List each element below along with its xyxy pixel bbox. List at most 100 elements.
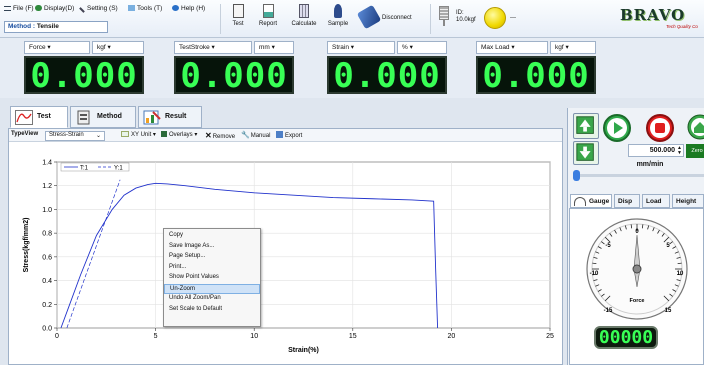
readout-unit-select[interactable]: kgf ▾ <box>550 41 596 54</box>
speed-slider[interactable] <box>575 174 704 177</box>
load-cell-icon <box>436 6 452 28</box>
menu-display[interactable]: Display(D) <box>35 5 74 12</box>
ctx-copy[interactable]: Copy <box>169 232 184 238</box>
readout-value: 0.000 <box>24 56 144 94</box>
brand-logo: BRAVO Tech Quality Co <box>620 6 698 29</box>
xy-unit-icon <box>121 131 129 137</box>
overlays-button[interactable]: Overlays ▾ <box>161 131 197 138</box>
gauge-tick <box>652 227 655 232</box>
ctx-show-point-values[interactable]: Show Point Values <box>169 274 219 280</box>
zero-button[interactable]: Zero <box>686 144 704 158</box>
gauge-label: Force <box>630 298 645 304</box>
tab-disp[interactable]: Disp <box>614 194 640 208</box>
tab-load[interactable]: Load <box>642 194 670 208</box>
speed-slider-thumb[interactable] <box>573 170 580 181</box>
down-button[interactable] <box>573 141 599 165</box>
gauge-tick <box>624 225 627 230</box>
remove-button[interactable]: ✕Remove <box>205 131 236 140</box>
export-icon <box>276 131 283 138</box>
home-button[interactable] <box>686 113 704 141</box>
tab-method[interactable]: Method <box>70 106 136 128</box>
sample-button[interactable]: Sample <box>324 2 352 36</box>
x-axis-label: Strain(%) <box>288 347 319 354</box>
stress-strain-chart[interactable]: 0 5 10 15 20 25 0.0 0.2 0.4 0.6 0.8 1.0 1.2 1.4 Strain… <box>20 150 560 360</box>
method-field[interactable]: Method : Tensile <box>4 21 108 33</box>
start-button[interactable] <box>602 113 632 143</box>
gauge-tick <box>677 262 682 265</box>
typeview-select[interactable]: Stress-Strain ⌄ <box>45 130 105 141</box>
stroke-readout: TestStroke ▾ mm ▾ 0.000 <box>174 41 294 97</box>
tab-height[interactable]: Height <box>672 194 704 208</box>
gauge-tick <box>614 229 617 234</box>
gauge-tick <box>604 295 611 302</box>
report-button[interactable]: Report <box>254 2 282 36</box>
ctx-page-setup[interactable]: Page Setup... <box>169 253 206 259</box>
chart-toolbar: TypeView Stress-Strain ⌄ XY Unit ▾ Overl… <box>9 129 562 142</box>
readout-name-select[interactable]: TestStroke ▾ <box>174 41 252 54</box>
ctx-un-zoom[interactable]: Un-Zoom <box>164 283 260 294</box>
readout-name-select[interactable]: Strain ▾ <box>327 41 395 54</box>
clipboard-icon <box>232 4 244 18</box>
tools-icon <box>128 5 135 11</box>
speed-input[interactable]: 500.000 ▲ ▼ <box>628 144 684 157</box>
readout-unit-select[interactable]: % ▾ <box>397 41 447 54</box>
gauge-tick <box>601 293 605 297</box>
manual-button[interactable]: 🔧Manual <box>241 132 271 139</box>
gauge-tick <box>663 295 670 302</box>
gauge-tabs: Gauge Disp Load Height <box>570 194 704 208</box>
max-load-readout: Max Load ▾ kgf ▾ 0.000 <box>476 41 596 97</box>
gauge-tick <box>597 246 602 249</box>
gauge-tick-label: -15 <box>604 308 613 314</box>
ctx-print[interactable]: Print... <box>169 263 187 270</box>
gauge-tick <box>604 236 611 243</box>
top-toolbar: File (F) Display(D) Setting (S) Tools (T… <box>0 0 704 38</box>
y-tick-label: 1.0 <box>42 207 52 214</box>
plot-area <box>56 161 551 329</box>
legend-label: Y:1 <box>114 166 123 172</box>
menu-file[interactable]: File (F) <box>4 5 34 12</box>
gauge-tick <box>661 233 665 237</box>
readout-unit-select[interactable]: mm ▾ <box>254 41 294 54</box>
readout-name-select[interactable]: Max Load ▾ <box>476 41 548 54</box>
calculate-button[interactable]: Calculate <box>288 2 320 36</box>
gauge-tick <box>593 279 598 282</box>
readout-value: 0.000 <box>174 56 294 94</box>
tab-result[interactable]: Result <box>138 106 202 128</box>
gauge-tick <box>595 251 600 254</box>
gauge-icon <box>574 197 586 206</box>
menu-tools[interactable]: Tools (T) <box>128 5 162 12</box>
readout-name-select[interactable]: Force ▾ <box>24 41 90 54</box>
gauge-tick-label: 5 <box>666 243 670 249</box>
gauge-hub <box>632 264 642 274</box>
x-tick-label: 20 <box>448 333 456 340</box>
gauge-tick <box>592 273 597 276</box>
readout-unit-select[interactable]: kgf ▾ <box>92 41 144 54</box>
status-text: --- <box>510 15 516 21</box>
gauge-tick <box>597 289 602 292</box>
tab-test[interactable]: Test <box>10 106 68 128</box>
stop-button[interactable] <box>645 113 675 143</box>
tab-gauge[interactable]: Gauge <box>570 194 612 208</box>
menu-setting[interactable]: Setting (S) <box>79 5 118 13</box>
ctx-undo-zoom-pan[interactable]: Undo All Zoom/Pan <box>169 295 221 301</box>
display-icon <box>35 5 42 11</box>
disconnect-button[interactable]: Disconnect <box>356 2 428 36</box>
gauge-tick <box>672 246 677 249</box>
xy-unit-button[interactable]: XY Unit ▾ <box>121 131 156 138</box>
gauge-tick <box>601 241 605 245</box>
x-tick-label: 15 <box>349 333 357 340</box>
help-icon <box>172 5 179 11</box>
gauge-digital-display: 00000 <box>594 326 658 349</box>
gauge-dial: 0 -5 5 10 -10 -15 15 Force <box>586 218 688 320</box>
gauge-tick <box>672 289 677 292</box>
menu-help[interactable]: Help (H) <box>172 5 205 12</box>
home-icon <box>687 114 704 140</box>
ctx-save-image[interactable]: Save Image As... <box>169 242 215 249</box>
gauge-tick <box>677 273 682 276</box>
gauge-tick <box>669 241 673 245</box>
ctx-set-scale-default[interactable]: Set Scale to Default <box>169 305 223 312</box>
test-button[interactable]: Test <box>226 2 250 36</box>
gauge-tick <box>663 236 670 243</box>
export-button[interactable]: Export <box>276 131 302 139</box>
up-button[interactable] <box>573 113 599 139</box>
